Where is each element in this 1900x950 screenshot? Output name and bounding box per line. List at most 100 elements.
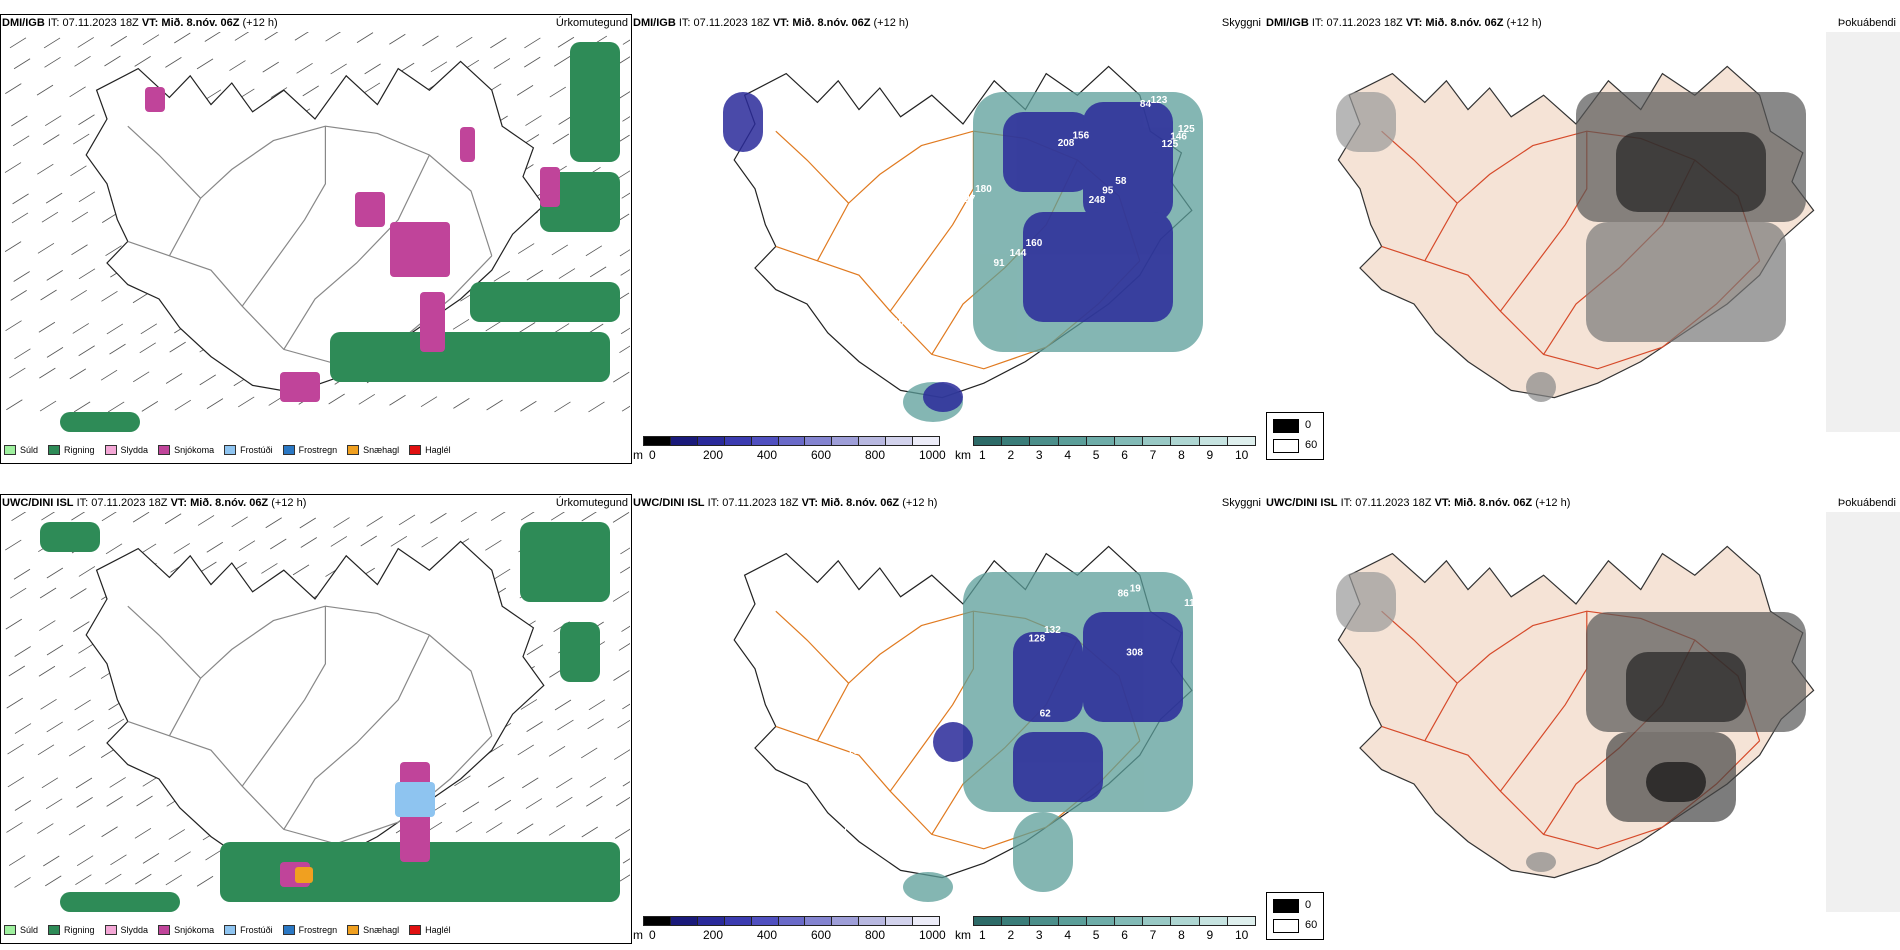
wind-barb (462, 801, 480, 813)
wind-barb (490, 512, 506, 521)
iceland-coastline (85, 540, 545, 874)
wind-barb (77, 719, 94, 731)
colorbar-segment (669, 436, 698, 446)
wind-barb (165, 373, 183, 384)
legend-item: Súld (4, 445, 38, 455)
wind-barb (106, 323, 124, 335)
legend-swatch (224, 445, 237, 455)
cloud-base-value: 132 (1044, 625, 1061, 636)
wind-barb (516, 85, 534, 96)
wind-barb (11, 212, 29, 224)
cloud-base-value: 156 (1073, 130, 1090, 141)
wind-barb (70, 165, 87, 177)
wind-barb (12, 193, 29, 205)
wind-barb (620, 547, 630, 555)
wind-barb (204, 32, 221, 42)
cloud-base-value: 58 (1115, 176, 1127, 187)
wind-barb (72, 133, 90, 145)
wind-barb (77, 37, 94, 48)
it-value: 07.11.2023 18Z (62, 17, 139, 29)
wind-barb (333, 517, 350, 528)
colorbar-segment (1057, 916, 1087, 926)
wind-barb (490, 37, 507, 49)
wind-barb (37, 744, 55, 756)
legend-label: Snjókoma (174, 445, 215, 455)
wind-barb (165, 57, 182, 68)
wind-barb (270, 87, 288, 98)
wind-barb (134, 56, 151, 67)
wind-barb (71, 512, 86, 521)
road-route (775, 610, 850, 684)
fog-legend-black-box (1273, 899, 1299, 913)
wind-barb (9, 37, 27, 49)
wind-barb (45, 798, 63, 810)
wind-barb (68, 745, 86, 757)
rain-area (220, 842, 620, 902)
colorbar-tick: 200 (703, 928, 724, 942)
wind-barb (581, 826, 598, 838)
legend-swatch (158, 445, 171, 455)
legend-label: Frostregn (298, 925, 338, 935)
cloud-base-value: 125 (1162, 139, 1179, 150)
wind-barb (8, 665, 26, 677)
colorbar-segment (669, 916, 698, 926)
wind-barb (78, 191, 96, 203)
colorbar-tick: 0 (649, 448, 656, 462)
colorbar-segment (885, 916, 914, 926)
colorbar-segment (973, 436, 1003, 446)
snow-area (390, 222, 450, 277)
cloud-base-areas (723, 92, 1173, 412)
colorbar-tick: 1000 (919, 928, 946, 942)
wind-barb (526, 721, 543, 732)
wind-barb (37, 823, 54, 834)
wind-barb (206, 398, 224, 409)
row2-fog-header: UWC/DINI ISL IT: 07.11.2023 18Z VT: Mið.… (1266, 494, 1900, 512)
legend-item: Frostúði (224, 925, 273, 935)
vt-label: VT: (801, 497, 819, 509)
fog-legend-max: 60 (1305, 439, 1318, 451)
model-name: DMI/IGB (633, 17, 676, 29)
colorbar-segment (912, 436, 940, 446)
snow-area (355, 192, 385, 227)
wind-barb (517, 243, 535, 254)
wind-barb (105, 873, 122, 885)
legend-label: Slydda (120, 445, 149, 455)
legend-label: Snæhagl (363, 925, 400, 935)
vt-value: Mið. 8.nóv. 06Z (792, 17, 871, 29)
wind-barb (6, 399, 23, 411)
model-name: DMI/IGB (1266, 17, 1309, 29)
wind-barb (588, 699, 606, 711)
legend-swatch (48, 925, 61, 935)
colorbar-segment (1085, 916, 1115, 926)
cloud-title: Skyggni (1221, 17, 1261, 29)
cloud-base-value: 106 (762, 811, 779, 822)
wind-barb (70, 289, 87, 301)
fog-area (1586, 222, 1786, 342)
colorbar-tick: 0 (649, 928, 656, 942)
legend-label: Snjókoma (174, 925, 215, 935)
colorbar-tick: 4 (1064, 928, 1072, 942)
legend-swatch (104, 925, 117, 935)
legend-item: Frostregn (282, 925, 338, 935)
cloud-base-value: 136 (760, 378, 777, 389)
wind-barb (174, 32, 191, 44)
rain-areas (40, 522, 620, 912)
cloud-base-area (1023, 212, 1173, 322)
cloud-base-value: 109 (847, 746, 864, 757)
snow-pellet-area (295, 867, 313, 883)
wind-barb (589, 776, 607, 788)
colorbar-unit: m (633, 448, 643, 462)
wind-barb (168, 829, 186, 840)
wind-barb (206, 541, 223, 553)
wind-barb (197, 515, 215, 526)
wind-barb (8, 855, 26, 866)
cloud-title: Skyggni (1221, 497, 1261, 509)
colorbar-unit: km (955, 928, 971, 942)
it-value: 07.11.2023 18Z (1355, 497, 1432, 509)
cloud-base-value: 145 (724, 381, 741, 392)
fog-title: Þokuábendi (1837, 17, 1896, 29)
wind-barb (73, 621, 90, 632)
colorbar-segment (1001, 916, 1031, 926)
wind-barb (619, 249, 630, 257)
wind-barb (587, 718, 604, 730)
